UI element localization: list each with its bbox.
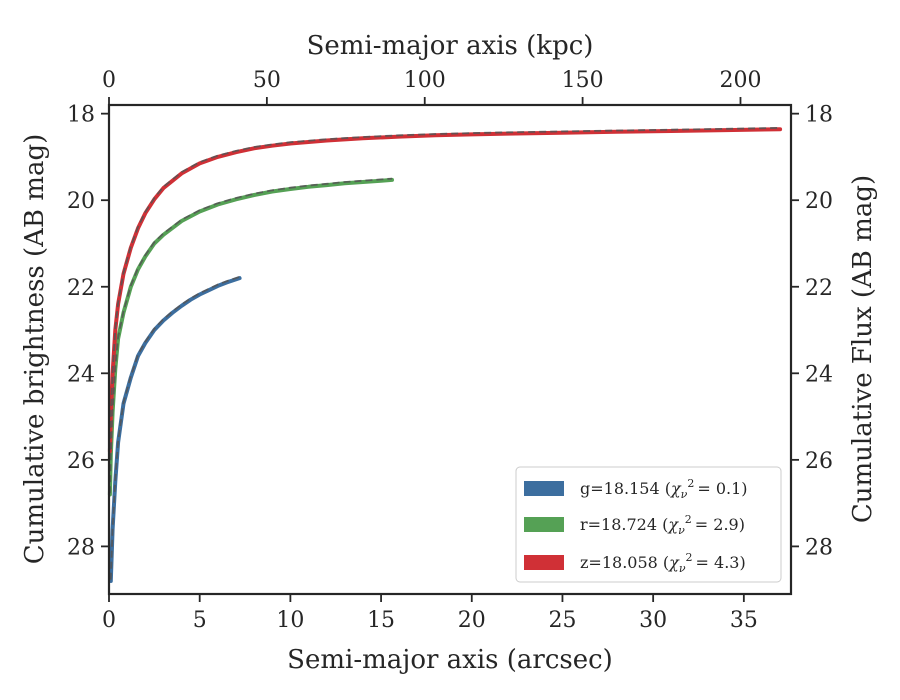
y-axis-right: 18 20 22 24 26 28: [791, 103, 833, 560]
y2-tick-label: 26: [805, 449, 833, 474]
legend: g=18.154 (χν2 = 0.1) r=18.724 (χν2 = 2.9) …: [515, 466, 782, 583]
x-axis-title: Semi-major axis (arcsec): [287, 645, 613, 675]
series-line-g: [108, 276, 242, 583]
y-tick-label: 28: [67, 535, 95, 560]
top-x-axis-title: Semi-major axis (kpc): [307, 31, 594, 61]
y-tick-label: 26: [67, 449, 95, 474]
legend-entry-z: z=18.058 (χν2 = 4.3): [524, 551, 746, 575]
x-tick-label: 30: [639, 608, 667, 633]
x-tick-label: 15: [367, 608, 395, 633]
model-line-z: [109, 127, 781, 450]
legend-swatch-g: [524, 481, 564, 496]
x-tick-label: 10: [276, 608, 304, 633]
legend-box: [515, 466, 782, 583]
y-axis-title: Cumulative brightness (AB mag): [20, 134, 50, 565]
x-tick-label: 20: [458, 608, 486, 633]
legend-entry-g: g=18.154 (χν2 = 0.1): [524, 477, 748, 501]
y2-tick-label: 20: [805, 189, 833, 214]
x-tick-label: 25: [548, 608, 576, 633]
x-tick-label: 35: [730, 608, 758, 633]
y-tick-label: 20: [67, 189, 95, 214]
y2-tick-label: 22: [805, 276, 833, 301]
legend-entry-r: r=18.724 (χν2 = 2.9): [524, 513, 745, 537]
x-axis-bottom: 0 5 10 15 20 25 30 35: [102, 594, 758, 633]
legend-label-z: z=18.058 (χν2 = 4.3): [580, 551, 746, 575]
model-line-g: [109, 275, 240, 580]
y-axis-left: 18 20 22 24 26 28: [67, 103, 109, 560]
x-tick-label: 5: [193, 608, 207, 633]
legend-label-g: g=18.154 (χν2 = 0.1): [580, 477, 748, 501]
x2-tick-label: 150: [562, 68, 604, 93]
x2-tick-label: 50: [253, 68, 281, 93]
y2-tick-label: 24: [805, 362, 833, 387]
y-tick-label: 18: [67, 103, 95, 128]
x2-tick-label: 200: [719, 68, 761, 93]
y-tick-label: 24: [67, 362, 95, 387]
plot-frame: [107, 103, 793, 596]
y2-tick-label: 28: [805, 535, 833, 560]
y-tick-label: 22: [67, 276, 95, 301]
series-layer: [107, 127, 783, 583]
right-y-axis-title: Cumulative Flux (AB mag): [848, 175, 878, 523]
legend-label-r: r=18.724 (χν2 = 2.9): [580, 513, 745, 537]
x-axis-top: 0 50 100 150 200: [102, 68, 761, 105]
x2-tick-label: 100: [404, 68, 446, 93]
legend-swatch-r: [524, 517, 564, 532]
y2-tick-label: 18: [805, 103, 833, 128]
legend-swatch-z: [524, 555, 564, 570]
x-tick-label: 0: [102, 608, 116, 633]
series-line-r: [107, 177, 394, 497]
x2-tick-label: 0: [102, 68, 116, 93]
